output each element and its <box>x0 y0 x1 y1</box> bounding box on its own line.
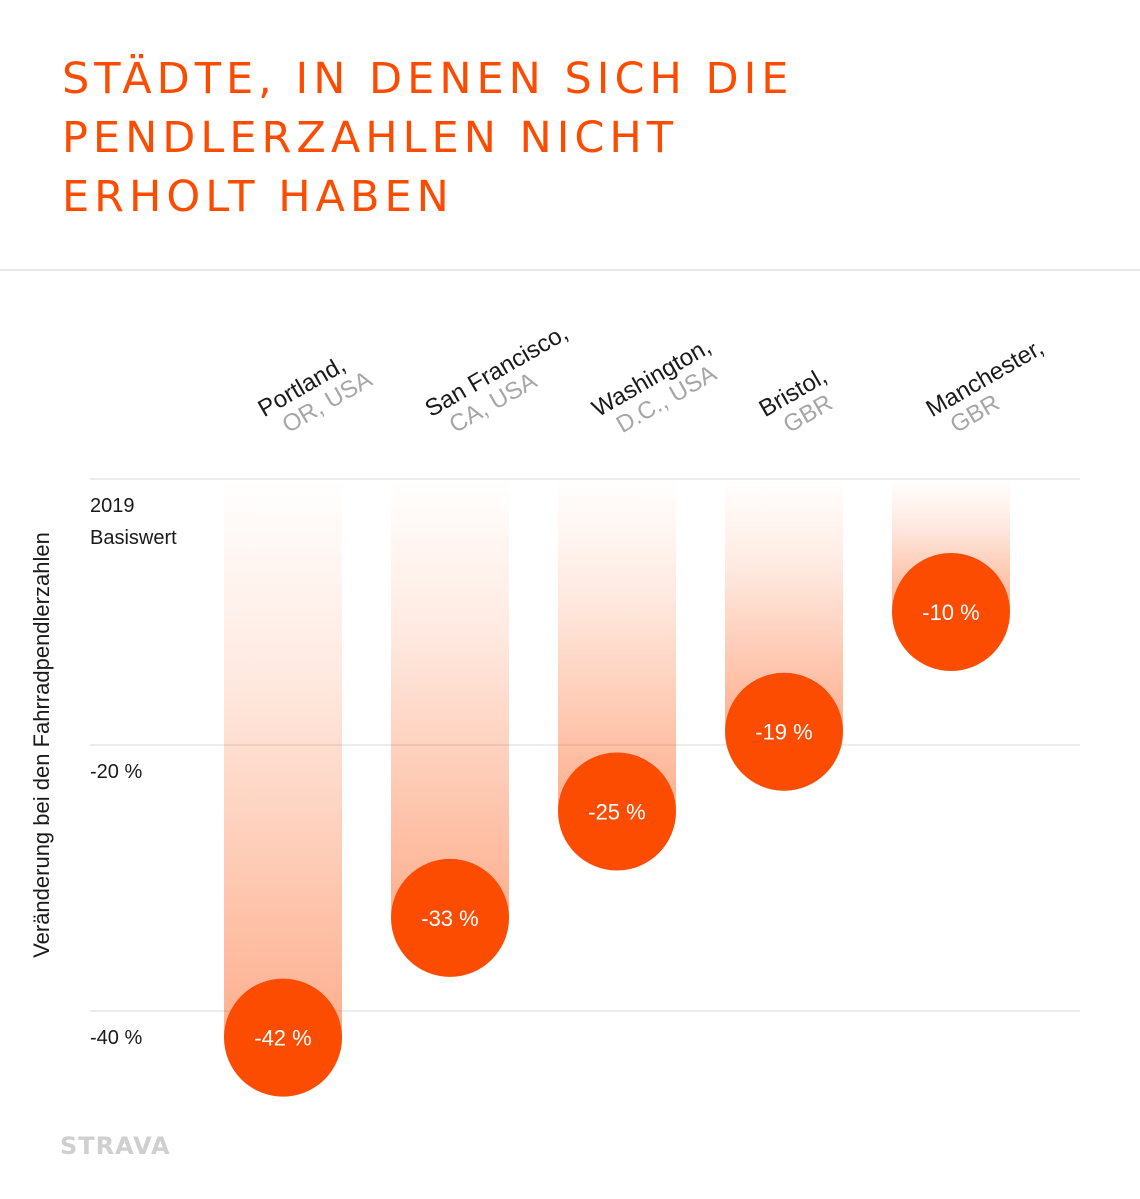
data-label: -19 % <box>755 720 812 745</box>
data-label: -25 % <box>588 800 645 825</box>
y-axis-label-text: Veränderung bei den Fahrradpendlerzahlen <box>29 532 54 958</box>
y-tick-label: -40 % <box>90 1027 142 1049</box>
data-label: -33 % <box>421 906 478 931</box>
value-marker <box>725 672 843 791</box>
category-label: Bristol,GBR <box>755 363 838 439</box>
category-label: San Francisco,CA, USA <box>421 319 573 438</box>
category-label: Manchester,GBR <box>922 334 1049 439</box>
bar <box>391 479 509 918</box>
value-marker <box>224 978 342 1097</box>
header-divider <box>0 269 1140 271</box>
value-marker <box>391 858 509 977</box>
category-label: Washington,D.C., USA <box>588 333 722 439</box>
y-tick-label-line: Basiswert <box>90 527 177 549</box>
y-tick-label-line: 2019 <box>90 495 135 517</box>
chart-title: STÄDTE, IN DENEN SICH DIE PENDLERZAHLEN … <box>62 50 1062 227</box>
title-line: ERHOLT HABEN <box>62 172 454 222</box>
y-tick-label-line: -40 % <box>90 1027 142 1049</box>
data-label: -10 % <box>922 600 979 625</box>
title-line: PENDLERZAHLEN NICHT <box>62 113 679 163</box>
category-label: Portland,OR, USA <box>254 351 377 438</box>
data-label: -42 % <box>254 1026 311 1051</box>
title-line: STÄDTE, IN DENEN SICH DIE <box>62 54 794 104</box>
y-tick-label-line: -20 % <box>90 761 142 783</box>
value-marker <box>558 752 676 871</box>
y-tick-label: -20 % <box>90 761 142 783</box>
bar <box>224 479 342 1038</box>
y-tick-label: 2019 Basiswert <box>90 495 177 549</box>
value-marker <box>892 553 1010 671</box>
strava-logo: STRAVA <box>60 1132 171 1160</box>
